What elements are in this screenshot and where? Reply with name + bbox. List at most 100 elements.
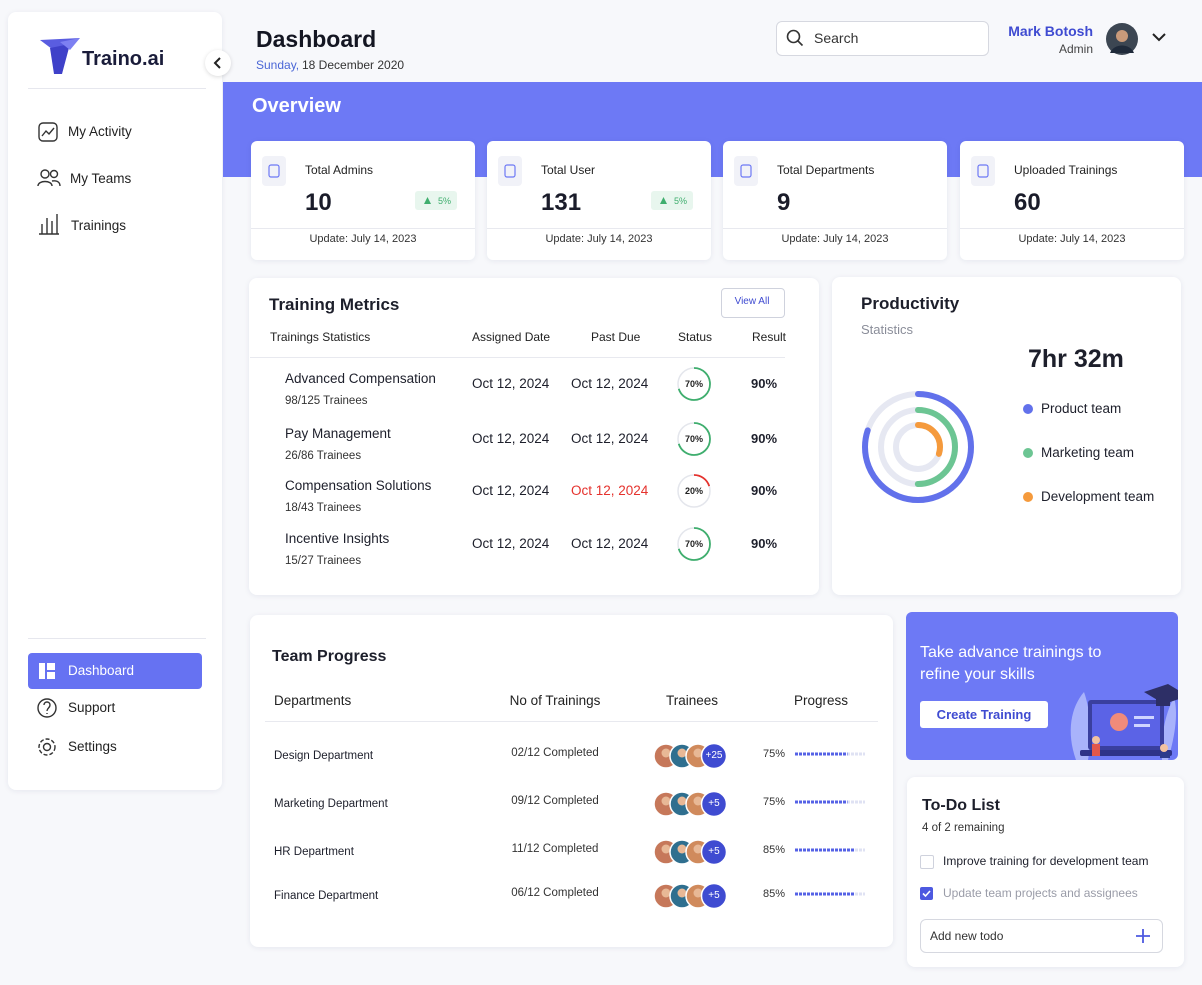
nav-item: Settings (68, 738, 117, 754)
avatar-face (693, 844, 703, 854)
avatar-group (653, 790, 728, 818)
up-icon (660, 197, 667, 204)
section-subtitle: 4 of 2 remaining (922, 822, 1005, 835)
training-name: Advanced Compensation (285, 370, 436, 386)
column-header: Assigned Date (472, 329, 551, 344)
trainings-count: 06/12 Completed (511, 887, 599, 900)
divider (28, 638, 206, 639)
divider (250, 357, 785, 358)
training-metrics-card (249, 278, 819, 595)
checkbox[interactable] (920, 887, 933, 900)
active-nav-bg (28, 653, 202, 689)
trainings-count: 11/12 Completed (511, 843, 599, 856)
stat-icon-bg (262, 156, 286, 186)
nav-item: Trainings (71, 217, 127, 233)
avatar-face (661, 748, 671, 758)
stat-icon-bg (971, 156, 995, 186)
ring-arc (677, 527, 711, 561)
avatar-more (700, 838, 728, 866)
stat-icon-shape (504, 164, 516, 178)
user-menu-chevron[interactable] (1150, 30, 1168, 46)
extra-trainees: +5 (708, 846, 720, 857)
avatar-more (700, 882, 728, 910)
divider (251, 228, 475, 229)
todo-input[interactable] (920, 919, 1163, 953)
avatar-face (693, 796, 703, 806)
avatar-face (661, 888, 671, 898)
column-header: Past Due (591, 329, 641, 344)
user-name: Mark Botosh (1008, 22, 1093, 39)
status-label: 70% (684, 433, 704, 444)
progress-bar (795, 752, 865, 756)
training-name: Compensation Solutions (285, 477, 432, 493)
up-arrow (660, 197, 667, 204)
past-due: Oct 12, 2024 (571, 430, 649, 446)
todo-text: Update team projects and assignees (943, 885, 1138, 900)
column-header: Departments (274, 692, 352, 708)
ring-arc (677, 474, 711, 508)
nav-item[interactable]: Dashboard (68, 662, 135, 678)
change-text: 5% (674, 195, 688, 206)
avatar-face (677, 844, 687, 854)
avatar-face (661, 844, 671, 854)
trainings-count: 09/12 Completed (511, 795, 599, 808)
result: 90% (751, 536, 778, 552)
checkbox[interactable] (920, 855, 934, 869)
avatar-more (700, 742, 728, 770)
extra-trainees: +5 (708, 798, 720, 809)
divider (265, 721, 878, 722)
result: 90% (751, 376, 778, 392)
progress-bar (795, 800, 865, 804)
avatar-face (661, 796, 671, 806)
page-title: Dashboard (256, 26, 377, 53)
past-due: Oct 12, 2024 (571, 482, 649, 498)
divider (723, 228, 947, 229)
avatar-group (653, 838, 728, 866)
stat-update: Update: July 14, 2023 (545, 233, 653, 246)
overview-title: Overview (252, 95, 341, 117)
training-name: Pay Management (285, 425, 391, 441)
promo-card (906, 612, 1178, 760)
trainees: 15/27 Trainees (285, 555, 362, 568)
status-label: 70% (684, 538, 704, 549)
avatar (1106, 23, 1138, 55)
promo-illustration (1070, 684, 1178, 760)
section-title: To-Do List (922, 797, 1000, 815)
extra-trainees: +25 (705, 750, 723, 761)
ring-arc (878, 407, 958, 487)
progress-label: 75% (763, 748, 786, 761)
productivity-rings (862, 391, 974, 503)
total-time: 7hr 32m (1028, 345, 1124, 373)
view-all-button[interactable] (721, 288, 785, 318)
legend-dot (1023, 448, 1033, 458)
stat-icon (977, 164, 989, 178)
status-label: 20% (684, 485, 704, 496)
input-placeholder: Add new todo (930, 928, 1004, 943)
promo-text: Take advance trainings to (920, 644, 1102, 662)
avatar-face (677, 888, 687, 898)
date-day: Sunday, (256, 57, 300, 72)
create-training-button[interactable] (920, 701, 1048, 728)
todo-text: Improve training for development team (943, 853, 1149, 868)
add-todo-button[interactable] (1135, 928, 1151, 944)
assigned-date: Oct 12, 2024 (472, 482, 550, 498)
stat-icon (268, 164, 280, 178)
collapse-button[interactable] (205, 50, 231, 76)
stat-label: Total Departments (777, 162, 875, 177)
search-box[interactable] (776, 21, 989, 56)
stat-value: 60 (1014, 188, 1041, 216)
legend-label: Product team (1041, 400, 1122, 416)
past-due: Oct 12, 2024 (571, 375, 649, 391)
stat-icon (740, 164, 752, 178)
column-header: Trainings Statistics (270, 329, 371, 344)
section-title: Training Metrics (269, 294, 400, 314)
avatar-group (653, 742, 728, 770)
result: 90% (751, 483, 778, 499)
column-header: Trainees (665, 692, 719, 708)
user-role: Admin (1058, 41, 1093, 56)
status-label: 70% (684, 378, 704, 389)
department: Design Department (274, 750, 374, 763)
column-header: Status (678, 329, 713, 344)
view-all: View All (734, 296, 770, 307)
search-icon (786, 29, 804, 47)
